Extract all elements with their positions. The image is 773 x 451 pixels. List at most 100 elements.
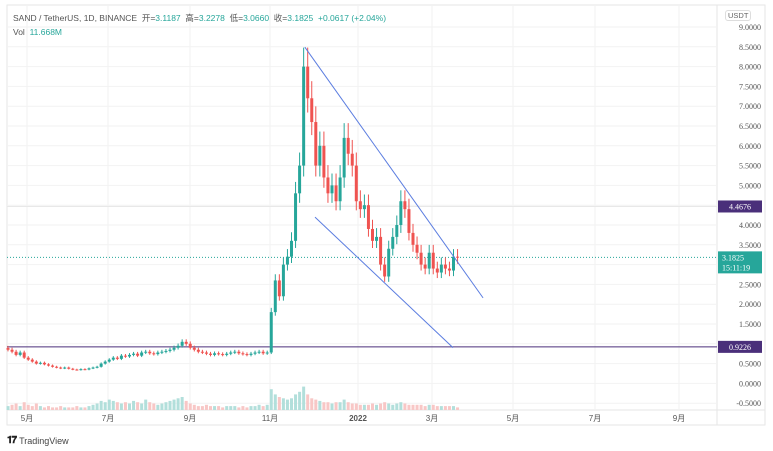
currency-badge[interactable]: USDT: [725, 10, 752, 21]
last-price-badge: [718, 251, 762, 274]
upper-channel-trendline: [304, 46, 484, 299]
volume-bar: [209, 406, 212, 410]
volume-bar: [322, 402, 326, 410]
candle-body: [140, 352, 144, 356]
candle-body: [75, 369, 79, 371]
x-tick-label: 9月: [184, 414, 196, 423]
lower-channel-trendline: [314, 216, 454, 349]
candle-body: [188, 343, 192, 348]
volume-bar: [63, 407, 67, 410]
legend: SAND / TetherUS, 1D, BINANCE 开=3.1187 高=…: [13, 12, 386, 37]
symbol-label[interactable]: SAND / TetherUS, 1D, BINANCE: [13, 13, 138, 23]
volume-bar: [233, 406, 237, 410]
volume-bar: [257, 404, 261, 410]
candle-body: [209, 353, 212, 355]
candle-body: [63, 367, 67, 369]
volume-bar: [14, 403, 18, 410]
volume-bar: [148, 402, 152, 410]
candle-body: [180, 341, 184, 346]
candle-body: [257, 351, 261, 353]
volume-bar: [107, 399, 111, 410]
candle-body: [371, 228, 374, 241]
candle-body: [338, 177, 342, 202]
volume-bar: [330, 403, 334, 410]
volume-bar: [136, 402, 140, 410]
volume-bar: [371, 403, 374, 410]
candle-body: [447, 268, 451, 271]
candle-body: [192, 347, 196, 350]
candle-body: [136, 353, 140, 356]
volume-bar: [362, 404, 366, 410]
tradingview-logo[interactable]: 𝟏𝟕 TradingView: [7, 435, 69, 446]
volume-bar: [245, 407, 249, 410]
volume-bar: [55, 407, 59, 410]
candle-body: [30, 359, 34, 362]
candle-body: [213, 353, 217, 355]
candle-body: [22, 352, 26, 358]
candle-body: [435, 268, 439, 273]
volume-bar: [192, 404, 196, 410]
candle-body: [176, 345, 180, 348]
volume-bar: [168, 400, 172, 410]
candle-body: [306, 66, 310, 99]
y-tick-label: 2.0000: [739, 300, 761, 309]
candle-body: [233, 351, 237, 353]
candle-body: [334, 185, 338, 202]
candle-body: [456, 256, 460, 258]
volume-bar: [253, 406, 257, 410]
level-price-badge: [718, 340, 762, 353]
x-tick-label: 9月: [673, 414, 685, 423]
y-tick-label: 6.5000: [739, 122, 761, 131]
volume-bar: [403, 403, 407, 410]
candle-body: [277, 280, 281, 297]
volume-bar: [326, 402, 330, 410]
candle-body: [346, 137, 350, 154]
volume-bar: [318, 400, 322, 410]
candle-body: [391, 236, 395, 249]
candle-body: [439, 264, 443, 273]
volume-bar: [334, 402, 338, 410]
volume-bar: [269, 389, 273, 410]
candle-body: [111, 357, 115, 360]
volume-bar: [261, 406, 265, 410]
volume-bar: [265, 404, 269, 410]
candle-body: [103, 361, 107, 364]
candle-body: [51, 365, 55, 367]
candle-body: [79, 369, 83, 371]
volume-bar: [42, 407, 46, 410]
candle-body: [95, 366, 99, 368]
y-tick-label: 6.0000: [739, 142, 761, 151]
candle-body: [6, 348, 10, 350]
volume-bar: [144, 399, 148, 410]
volume-bar: [111, 400, 115, 410]
volume-bar: [338, 402, 342, 410]
volume-bar: [200, 406, 204, 410]
candle-body: [132, 353, 136, 355]
y-tick-label: -0.5000: [736, 399, 761, 408]
volume-bar: [103, 402, 107, 410]
volume-bar: [79, 407, 83, 410]
volume-bar: [375, 404, 379, 410]
volume-bar: [358, 404, 362, 410]
volume-bar: [26, 404, 30, 410]
candle-body: [67, 367, 71, 369]
candle-body: [55, 366, 59, 368]
candle-body: [71, 368, 75, 370]
candle-body: [330, 185, 334, 194]
candle-body: [83, 369, 87, 371]
candle-body: [26, 357, 30, 360]
y-tick-label: 8.5000: [739, 43, 761, 52]
candle-body: [217, 353, 221, 355]
countdown-label: 15:11:19: [722, 263, 750, 272]
candle-body: [261, 351, 265, 354]
candle-body: [443, 264, 447, 269]
candle-body: [91, 367, 95, 369]
volume-bar: [128, 403, 131, 410]
y-tick-label: 0.5000: [739, 360, 761, 369]
candle-body: [14, 351, 18, 355]
candle-body: [200, 351, 204, 353]
volume-bar: [342, 399, 346, 410]
volume-bar: [34, 403, 38, 410]
